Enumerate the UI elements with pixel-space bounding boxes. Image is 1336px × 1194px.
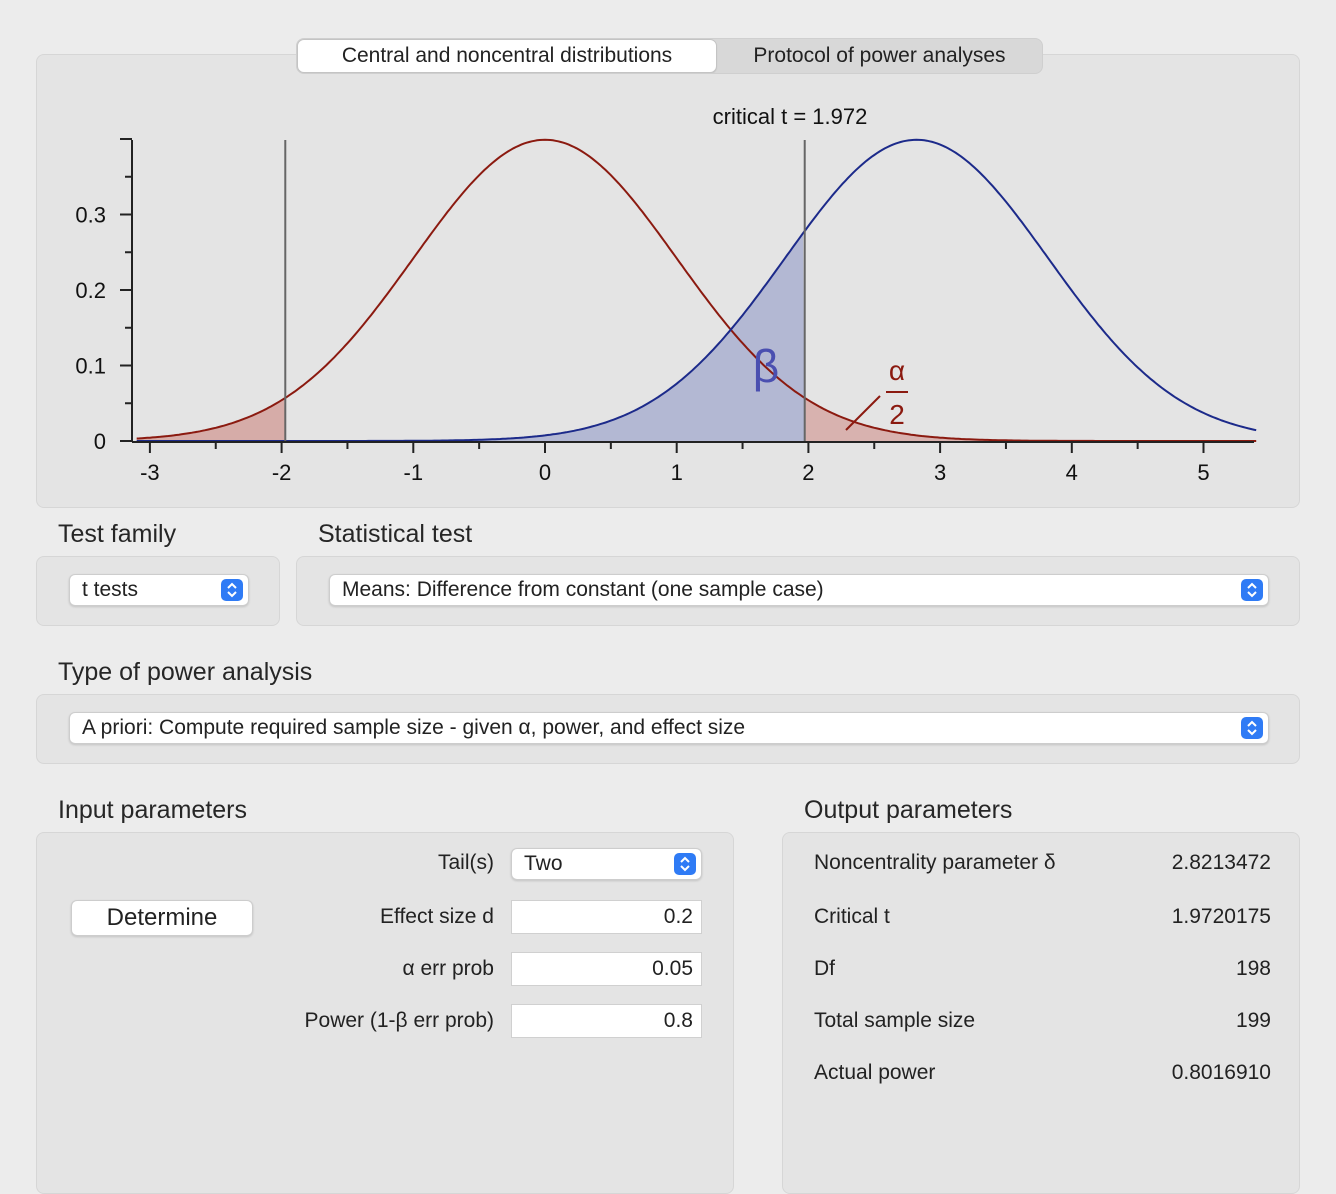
alpha-err-label: α err prob (402, 957, 494, 980)
x-tick-label: 0 (539, 460, 551, 485)
actual-power-value: 0.8016910 (1171, 1061, 1271, 1084)
determine-button[interactable]: Determine (71, 900, 253, 936)
tab-distributions[interactable]: Central and noncentral distributions (297, 39, 717, 73)
noncentrality-value: 2.8213472 (1171, 851, 1271, 874)
df-value: 198 (1235, 957, 1271, 980)
noncentrality-label: Noncentrality parameter δ (814, 851, 1056, 874)
critical-t-output-label: Critical t (814, 905, 890, 928)
x-tick-label: 1 (671, 460, 683, 485)
alpha-right-tail (804, 397, 1257, 441)
tails-select[interactable]: Two (511, 848, 702, 880)
output-parameters-title: Output parameters (804, 796, 1013, 824)
y-tick-label: 0 (94, 429, 106, 454)
effect-size-label: Effect size d (379, 905, 494, 928)
y-tick-label: 0.2 (75, 278, 106, 303)
y-tick-label: 0.1 (75, 354, 106, 379)
alpha-symbol: α (889, 355, 905, 386)
actual-power-label: Actual power (814, 1061, 936, 1084)
x-tick-label: 4 (1066, 460, 1078, 485)
power-field[interactable]: 0.8 (511, 1004, 702, 1038)
output-parameters-panel (782, 832, 1300, 1194)
test-family-value: t tests (82, 578, 139, 601)
power-analysis-label: Type of power analysis (58, 658, 313, 686)
power-analysis-value: A priori: Compute required sample size -… (82, 716, 746, 739)
tab-protocol[interactable]: Protocol of power analyses (753, 44, 1006, 67)
plot-fills (136, 233, 1257, 441)
statistical-test-select[interactable]: Means: Difference from constant (one sam… (329, 574, 1269, 606)
x-tick-label: 2 (802, 460, 814, 485)
y-tick-label: 0.3 (75, 203, 106, 228)
test-family-label: Test family (58, 520, 177, 548)
x-tick-label: -1 (404, 460, 424, 485)
x-tick-label: 5 (1197, 460, 1209, 485)
plot-axes: 0 0.1 0.2 0.3 -3 -2 -1 0 1 2 3 4 5 (75, 138, 1254, 485)
x-tick-label: -2 (272, 460, 292, 485)
chevron-updown-icon (674, 853, 696, 875)
tails-value: Two (524, 852, 563, 875)
beta-symbol: β (753, 340, 779, 392)
beta-region (136, 233, 805, 441)
x-tick-label: -3 (140, 460, 160, 485)
total-sample-size-label: Total sample size (814, 1009, 976, 1032)
total-sample-size-value: 199 (1235, 1009, 1271, 1032)
chevron-updown-icon (1241, 717, 1263, 739)
power-analysis-select[interactable]: A priori: Compute required sample size -… (69, 712, 1269, 744)
statistical-test-label: Statistical test (318, 520, 473, 548)
test-family-select[interactable]: t tests (69, 574, 249, 606)
alpha-pointer (845, 395, 881, 431)
x-tick-label: 3 (934, 460, 946, 485)
chevron-updown-icon (221, 579, 243, 601)
tails-label: Tail(s) (438, 851, 494, 874)
critical-t-output-value: 1.9720175 (1171, 905, 1271, 928)
input-parameters-title: Input parameters (58, 796, 247, 824)
effect-size-field[interactable]: 0.2 (511, 900, 702, 934)
distribution-plot: 0 0.1 0.2 0.3 -3 -2 -1 0 1 2 3 4 5 critical t = 1.97… (75, 104, 1257, 485)
chevron-updown-icon (1241, 579, 1263, 601)
critical-t-label: critical t = 1.972 (713, 104, 868, 129)
alpha-denominator: 2 (889, 399, 905, 430)
view-tabs: Central and noncentral distributions Pro… (296, 38, 1043, 74)
power-label: Power (1-β err prob) (304, 1009, 494, 1032)
statistical-test-value: Means: Difference from constant (one sam… (342, 578, 824, 601)
alpha-err-field[interactable]: 0.05 (511, 952, 702, 986)
central-curve (136, 138, 1257, 442)
df-label: Df (814, 957, 835, 980)
alpha-left-tail (136, 398, 286, 441)
